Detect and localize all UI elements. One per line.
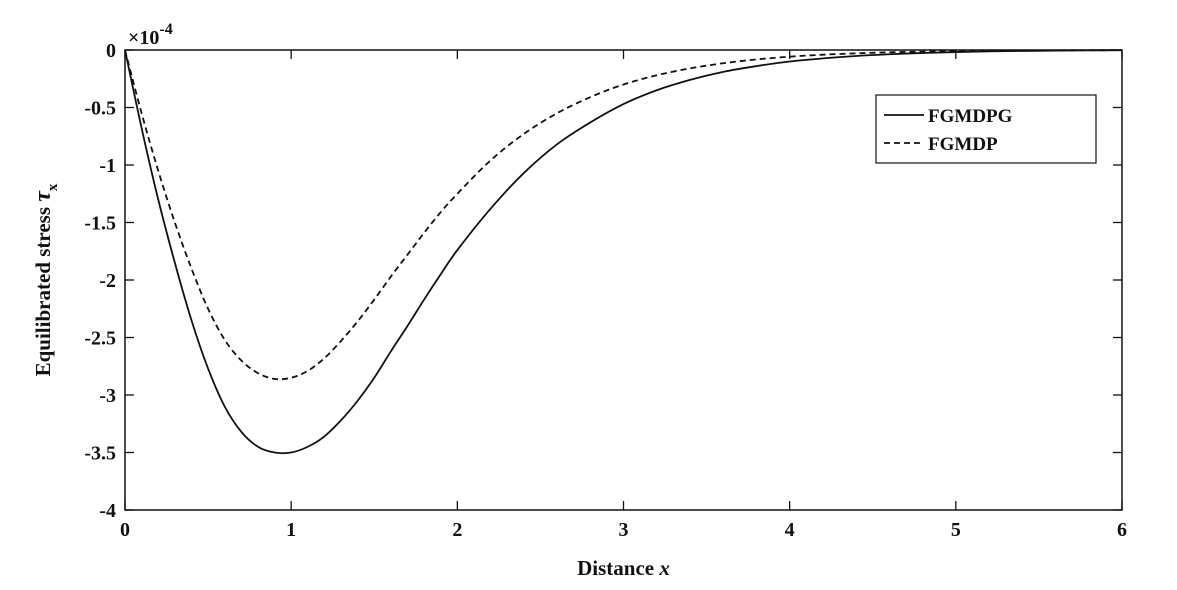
y-tick-label: -2.5	[84, 328, 116, 350]
x-tick-label: 2	[452, 519, 462, 541]
x-axis-label-text: Distance	[577, 556, 654, 580]
y-scale-base: ×10	[128, 27, 159, 49]
x-tick-label: 5	[951, 519, 961, 541]
y-tick-label: -2	[99, 270, 116, 292]
y-tick-label: -3.5	[84, 443, 116, 465]
y-axis-ticks: 0 -0.5 -1 -1.5 -2 -2.5 -3 -3.5 -4	[84, 40, 1122, 522]
series-line-fgmdpg	[125, 49, 1122, 455]
series-layer	[125, 49, 1122, 455]
x-tick-label: 0	[120, 519, 130, 541]
y-axis-label: Equilibrated stress τx	[30, 183, 61, 376]
x-axis-label: Distance x	[577, 556, 670, 580]
y-axis-label-symbol: τ	[30, 190, 56, 202]
x-axis-ticks: 0 1 2 3 4 5 6	[120, 50, 1127, 541]
y-scale-factor: ×10-4	[128, 21, 173, 49]
y-scale-exponent: -4	[159, 21, 172, 38]
legend-label-fgmdp: FGMDP	[928, 134, 998, 155]
y-tick-label: 0	[106, 40, 116, 62]
legend: FGMDPG FGMDP	[875, 94, 1097, 164]
x-tick-label: 1	[286, 519, 296, 541]
x-tick-label: 4	[785, 519, 795, 541]
legend-label-fgmdpg: FGMDPG	[928, 106, 1013, 127]
legend-box	[875, 94, 1097, 164]
series-line-fgmdp	[125, 49, 1122, 381]
y-axis-label-text: Equilibrated stress	[31, 207, 55, 376]
x-tick-label: 6	[1117, 519, 1127, 541]
x-tick-label: 3	[619, 519, 629, 541]
x-axis-label-symbol: x	[658, 556, 670, 580]
y-tick-label: -0.5	[84, 98, 116, 120]
y-axis-label-subscript: x	[45, 183, 61, 191]
y-tick-label: -1.5	[84, 213, 116, 235]
y-tick-label: -3	[99, 385, 116, 407]
y-tick-label: -4	[99, 500, 116, 522]
y-tick-label: -1	[99, 155, 116, 177]
